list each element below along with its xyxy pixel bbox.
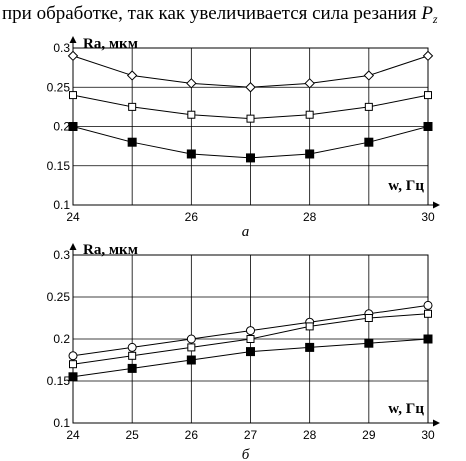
header-text: при обработке, так как увеличивается сил… [2,3,438,27]
data-point-open-diamond [245,82,256,93]
data-point-open-square [187,343,196,352]
data-point-open-circle [127,342,137,352]
data-point-open-square [128,351,137,360]
data-point-open-square [246,335,255,343]
x-tick-label: 29 [362,428,376,442]
series-1 [67,50,434,93]
chart-caption: а [242,224,250,240]
data-point-open-square [128,102,137,111]
x-tick-label: 26 [185,210,199,224]
data-point-filled-square [305,149,315,159]
data-point-open-diamond [126,70,138,81]
y-tick-label: 0.2 [53,332,70,346]
data-point-open-square [69,360,77,369]
series-2 [69,91,432,123]
data-point-filled-square [246,347,255,357]
chart-2: 0.1 0.15 0.2 0.25 0.3 24 25 26 27 28 29 30 Ra, мкм w,… [47,242,440,461]
data-point-open-circle [186,334,196,344]
y-axis-arrow-icon [69,36,77,43]
data-point-filled-square [127,363,137,373]
data-point-filled-square [68,372,78,382]
data-point-open-square [246,114,255,123]
x-tick-label: 28 [303,428,317,442]
data-point-open-square [187,110,196,119]
series-2 [69,309,432,369]
data-point-open-diamond [67,50,79,62]
y-tick-label: 0.25 [47,80,71,94]
data-point-filled-square [423,334,433,344]
series-3 [68,334,433,382]
data-point-open-square [305,110,314,119]
y-tick-label: 0.15 [47,159,71,173]
data-point-filled-square [127,137,137,147]
data-point-open-circle [423,300,433,310]
x-tick-label: 24 [66,210,80,224]
data-point-filled-square [68,122,78,131]
data-point-open-diamond [304,78,315,89]
y-axis-label: Ra, мкм [83,242,138,258]
x-tick-label: 27 [244,428,258,442]
data-point-filled-square [305,342,315,352]
force-subscript: z [432,12,438,26]
data-point-open-square [364,102,373,111]
header-sentence: при обработке, так как увеличивается сил… [2,3,417,24]
x-tick-label: 24 [66,428,80,442]
y-tick-label: 0.3 [53,41,70,55]
x-tick-label: 30 [421,210,435,224]
chart-1: 0.1 0.15 0.2 0.25 0.3 24 26 28 30 Ra, мкм w, Гц а [47,36,440,240]
x-axis-arrow-icon [433,201,440,209]
x-tick-label: 28 [303,210,317,224]
data-point-open-square [424,309,432,318]
data-point-open-square [424,91,432,100]
x-tick-label: 26 [185,428,199,442]
y-axis-label: Ra, мкм [83,36,138,52]
data-point-open-diamond [186,78,197,89]
chart-caption: б [242,447,250,461]
y-axis-arrow-icon [69,243,77,250]
y-tick-label: 0.1 [53,198,70,212]
data-point-open-circle [68,351,78,361]
data-point-open-diamond [363,70,375,81]
x-axis-label: w, Гц [388,178,424,194]
y-tick-label: 0.2 [53,120,70,134]
x-tick-label: 30 [421,428,435,442]
series-3 [68,122,433,163]
x-axis-arrow-icon [433,419,440,427]
x-tick-label: 25 [125,428,139,442]
force-symbol: P [421,3,433,24]
y-tick-label: 0.3 [53,248,70,262]
data-point-open-square [69,91,77,100]
data-point-filled-square [364,137,374,147]
y-tick-label: 0.1 [53,416,70,430]
data-point-filled-square [423,122,433,131]
y-tick-label: 0.15 [47,374,71,388]
data-point-filled-square [246,153,255,163]
x-axis-label: w, Гц [388,401,424,417]
data-point-open-square [364,314,373,322]
data-point-open-diamond [422,50,434,62]
data-point-filled-square [186,355,196,365]
data-point-open-circle [246,326,255,336]
data-point-filled-square [186,149,196,159]
data-point-open-square [305,322,314,331]
y-tick-label: 0.25 [47,290,71,304]
data-point-filled-square [364,338,374,348]
